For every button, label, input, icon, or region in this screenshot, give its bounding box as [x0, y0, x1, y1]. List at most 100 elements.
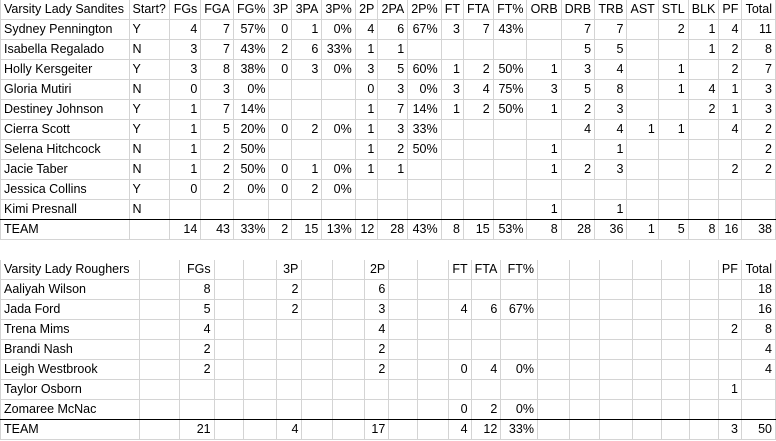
roughers-cell[interactable] [632, 399, 663, 420]
sandites-cell[interactable] [626, 199, 659, 220]
roughers-cell[interactable] [599, 359, 633, 380]
sandites-cell[interactable]: 1 [526, 139, 562, 160]
roughers-cell[interactable] [718, 279, 742, 300]
sandites-cell[interactable] [688, 139, 720, 160]
roughers-cell[interactable] [599, 319, 633, 340]
sandites-cell[interactable]: 0 [268, 159, 293, 180]
sandites-cell[interactable]: FTA [463, 0, 494, 20]
sandites-cell[interactable] [463, 159, 494, 180]
sandites-cell[interactable]: 0% [321, 19, 356, 40]
sandites-cell[interactable]: 53% [493, 219, 528, 240]
roughers-cell[interactable] [243, 260, 277, 280]
roughers-cell[interactable]: Leigh Westbrook [0, 359, 141, 380]
sandites-cell[interactable] [463, 179, 494, 200]
sandites-cell[interactable] [268, 79, 293, 100]
roughers-cell[interactable] [599, 260, 633, 280]
sandites-cell[interactable] [291, 79, 323, 100]
roughers-cell[interactable] [537, 379, 571, 400]
roughers-cell[interactable] [569, 299, 601, 320]
sandites-cell[interactable]: AST [626, 0, 659, 20]
sandites-cell[interactable] [561, 199, 596, 220]
roughers-cell[interactable] [661, 319, 691, 340]
sandites-cell[interactable] [407, 39, 442, 60]
sandites-cell[interactable] [377, 179, 409, 200]
sandites-cell[interactable]: 3 [169, 39, 202, 60]
sandites-cell[interactable]: 3 [200, 79, 234, 100]
sandites-cell[interactable]: 1 [526, 159, 562, 180]
sandites-cell[interactable]: 1 [526, 199, 562, 220]
sandites-cell[interactable]: 0% [321, 159, 356, 180]
roughers-cell[interactable]: FTA [471, 260, 502, 280]
sandites-cell[interactable]: 50% [233, 139, 270, 160]
roughers-cell[interactable]: 3 [718, 419, 742, 440]
roughers-cell[interactable] [661, 260, 691, 280]
sandites-cell[interactable]: 7 [741, 59, 776, 80]
sandites-cell[interactable]: 1 [594, 199, 628, 220]
sandites-cell[interactable]: 1 [355, 139, 379, 160]
sandites-cell[interactable]: 38% [233, 59, 270, 80]
sandites-cell[interactable] [463, 199, 494, 220]
roughers-cell[interactable] [632, 299, 663, 320]
roughers-cell[interactable] [243, 299, 277, 320]
sandites-cell[interactable]: 28 [561, 219, 596, 240]
roughers-cell[interactable] [139, 279, 181, 300]
roughers-cell[interactable] [448, 279, 472, 300]
sandites-cell[interactable] [526, 179, 562, 200]
roughers-cell[interactable] [417, 260, 449, 280]
sandites-cell[interactable]: DRB [561, 0, 596, 20]
sandites-cell[interactable]: 2 [463, 59, 494, 80]
sandites-cell[interactable]: 8 [200, 59, 234, 80]
sandites-cell[interactable]: 0 [268, 179, 293, 200]
roughers-cell[interactable] [599, 379, 633, 400]
roughers-cell[interactable] [301, 319, 334, 340]
sandites-cell[interactable]: PF [718, 0, 743, 20]
roughers-cell[interactable] [569, 279, 601, 300]
sandites-cell[interactable] [561, 179, 596, 200]
sandites-cell[interactable] [688, 199, 720, 220]
sandites-cell[interactable] [626, 139, 659, 160]
roughers-cell[interactable]: Varsity Lady Roughers [0, 260, 141, 280]
roughers-cell[interactable] [139, 339, 181, 360]
roughers-cell[interactable]: 2 [179, 339, 215, 360]
roughers-cell[interactable] [569, 359, 601, 380]
sandites-cell[interactable]: 33% [407, 119, 442, 140]
roughers-cell[interactable] [689, 339, 719, 360]
roughers-cell[interactable] [301, 359, 334, 380]
sandites-cell[interactable]: 1 [355, 159, 379, 180]
sandites-cell[interactable]: 2 [718, 159, 743, 180]
sandites-cell[interactable] [169, 199, 202, 220]
sandites-cell[interactable] [718, 139, 743, 160]
sandites-cell[interactable]: 8 [594, 79, 628, 100]
roughers-cell[interactable]: 3 [364, 299, 390, 320]
sandites-cell[interactable]: 33% [233, 219, 270, 240]
roughers-cell[interactable] [689, 260, 719, 280]
roughers-cell[interactable] [214, 339, 245, 360]
roughers-cell[interactable] [139, 359, 181, 380]
sandites-cell[interactable]: 1 [658, 79, 689, 100]
sandites-cell[interactable]: 28 [377, 219, 409, 240]
sandites-cell[interactable]: 2 [561, 99, 596, 120]
sandites-cell[interactable] [658, 159, 689, 180]
sandites-cell[interactable]: 1 [594, 139, 628, 160]
sandites-cell[interactable]: Gloria Mutiri [0, 79, 130, 100]
sandites-cell[interactable]: 1 [377, 159, 409, 180]
sandites-cell[interactable]: Selena Hitchcock [0, 139, 130, 160]
sandites-cell[interactable]: 20% [233, 119, 270, 140]
roughers-cell[interactable] [632, 339, 663, 360]
sandites-cell[interactable]: 0 [268, 119, 293, 140]
sandites-cell[interactable]: 2 [741, 139, 776, 160]
sandites-cell[interactable]: 2 [741, 119, 776, 140]
sandites-cell[interactable]: 5 [377, 59, 409, 80]
sandites-cell[interactable]: 2 [291, 179, 323, 200]
roughers-cell[interactable] [243, 399, 277, 420]
sandites-cell[interactable]: 4 [561, 119, 596, 140]
roughers-cell[interactable] [276, 319, 303, 340]
sandites-cell[interactable]: STL [658, 0, 689, 20]
sandites-cell[interactable] [493, 159, 528, 180]
sandites-cell[interactable] [355, 179, 379, 200]
roughers-cell[interactable] [301, 299, 334, 320]
sandites-cell[interactable]: 1 [169, 119, 202, 140]
sandites-cell[interactable]: 3 [377, 79, 409, 100]
sandites-cell[interactable] [233, 199, 270, 220]
roughers-cell[interactable] [214, 379, 245, 400]
